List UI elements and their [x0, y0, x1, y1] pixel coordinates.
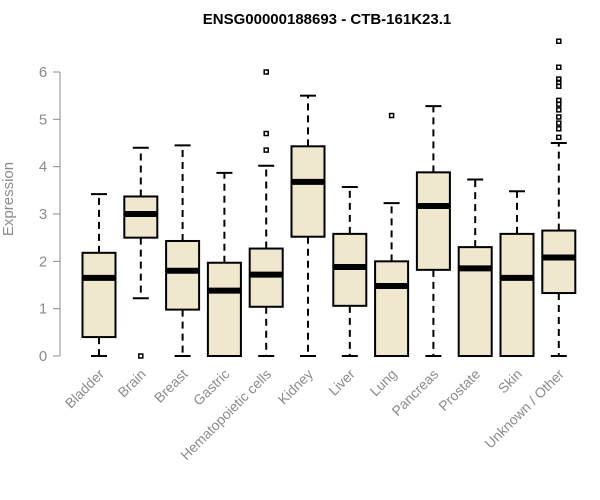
y-tick-label: 0: [39, 348, 47, 365]
box-iqr: [415, 171, 451, 271]
box-lung: [374, 112, 410, 358]
chart-title: ENSG00000188693 - CTB-161K23.1: [203, 11, 451, 28]
x-tick-label: Lung: [366, 366, 399, 399]
outlier-point: [138, 353, 144, 359]
y-tick-label: 2: [39, 253, 47, 270]
box-hematopoietic-cells: [248, 69, 284, 357]
outlier-point: [556, 38, 562, 44]
box-iqr: [165, 239, 201, 311]
x-tick-label: Liver: [325, 366, 358, 399]
outlier-point: [263, 147, 269, 153]
y-tick-label: 1: [39, 301, 47, 318]
y-tick-label: 4: [39, 159, 47, 176]
outlier-point: [556, 97, 562, 104]
box-kidney: [290, 94, 326, 357]
box-prostate: [457, 178, 493, 357]
x-tick-label: Skin: [495, 366, 526, 397]
box-iqr: [123, 195, 159, 239]
outlier-point: [388, 112, 395, 119]
box-brain: [123, 146, 159, 359]
box-skin: [499, 190, 535, 358]
outlier-point: [263, 130, 269, 137]
box-iqr: [499, 232, 535, 358]
y-axis-label: Expression: [0, 162, 17, 236]
x-tick-label: Unknown / Other: [481, 366, 567, 452]
outlier-point: [556, 76, 562, 82]
box-bladder: [81, 193, 117, 357]
outlier-point: [263, 69, 269, 75]
box-breast: [165, 144, 201, 357]
y-tick-label: 5: [39, 111, 47, 128]
box-iqr: [81, 251, 117, 339]
outlier-point: [556, 64, 562, 71]
outlier-point: [556, 134, 562, 141]
box-unknown-other: [541, 38, 577, 357]
box-gastric: [206, 171, 242, 357]
box-iqr: [206, 261, 242, 357]
outlier-point: [556, 107, 562, 113]
x-tick-label: Prostate: [435, 366, 483, 414]
box-pancreas: [415, 105, 451, 357]
box-liver: [332, 186, 368, 357]
y-tick-label: 3: [39, 206, 47, 223]
x-tick-label: Brain: [114, 366, 148, 400]
box-iqr: [541, 229, 577, 295]
x-tick-label: Breast: [151, 366, 191, 406]
outlier-point: [556, 114, 562, 120]
y-axis: 0 1 2 3 4 5 6: [39, 64, 61, 365]
y-tick-label: 6: [39, 64, 47, 81]
x-tick-label: Kidney: [275, 366, 317, 408]
x-tick-label: Bladder: [62, 366, 108, 412]
outlier-point: [556, 126, 562, 132]
box-iqr: [374, 260, 410, 358]
outlier-point: [556, 120, 562, 126]
boxes: [81, 38, 577, 359]
box-iqr: [290, 145, 326, 238]
box-iqr: [457, 246, 493, 357]
box-iqr: [248, 247, 284, 308]
